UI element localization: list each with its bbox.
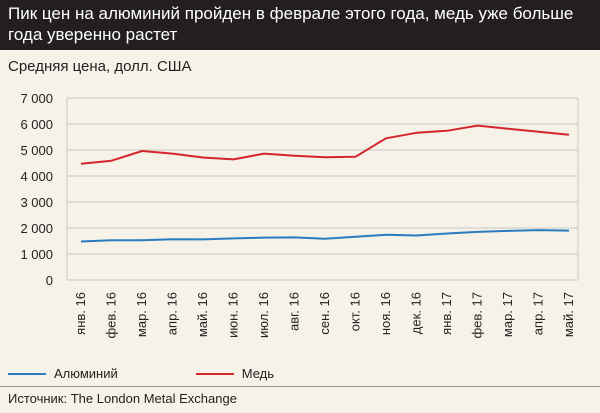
legend-label-copper: Медь: [241, 366, 275, 381]
x-tick-label: окт. 16: [348, 292, 363, 331]
chart-title: Пик цен на алюминий пройден в феврале эт…: [0, 0, 600, 50]
legend-item-aluminum: Алюминий: [8, 366, 118, 381]
x-tick-label: май. 17: [561, 292, 576, 337]
y-tick-label: 2 000: [20, 221, 53, 236]
y-tick-label: 6 000: [20, 117, 53, 132]
y-tick-label: 7 000: [20, 91, 53, 106]
legend-swatch-copper: [195, 372, 234, 375]
y-tick-label: 4 000: [20, 169, 53, 184]
x-tick-label: дек. 16: [409, 292, 424, 334]
legend-swatch-aluminum: [8, 372, 46, 375]
x-tick-label: апр. 16: [165, 292, 180, 335]
x-tick-label: июн. 16: [226, 292, 241, 338]
x-tick-label: авг. 16: [287, 292, 302, 331]
line-chart: 0 1 000 2 000 3 000 4 000 5 000 6 000 7 000 янв.…: [20, 91, 579, 339]
x-tick-label: апр. 17: [531, 292, 546, 335]
y-tick-label: 1 000: [20, 247, 53, 262]
x-tick-label: ноя. 16: [378, 292, 393, 335]
x-tick-label: фев. 16: [104, 292, 119, 339]
legend: Алюминий Медь: [8, 366, 352, 381]
x-tick-label: янв. 17: [439, 292, 454, 335]
y-tick-label: 5 000: [20, 143, 53, 158]
x-tick-label: фев. 17: [470, 292, 485, 339]
y-axis-label: Средняя цена, долл. США: [8, 58, 192, 75]
series-line-copper: [80, 124, 570, 165]
source-note: Источник: The London Metal Exchange: [8, 391, 237, 406]
y-tick-label: 0: [46, 273, 53, 288]
y-tick-label: 3 000: [20, 195, 53, 210]
x-tick-label: мар. 17: [500, 292, 515, 337]
x-tick-label: май. 16: [195, 292, 210, 337]
x-tick-label: сен. 16: [317, 292, 332, 335]
series-line-aluminum: [80, 229, 570, 243]
source-divider: [0, 386, 600, 387]
x-tick-label: июл. 16: [256, 292, 271, 338]
x-tick-label: янв. 16: [73, 292, 88, 335]
x-tick-label: мар. 16: [134, 292, 149, 337]
legend-item-copper: Медь: [195, 366, 275, 381]
legend-label-aluminum: Алюминий: [54, 366, 118, 381]
